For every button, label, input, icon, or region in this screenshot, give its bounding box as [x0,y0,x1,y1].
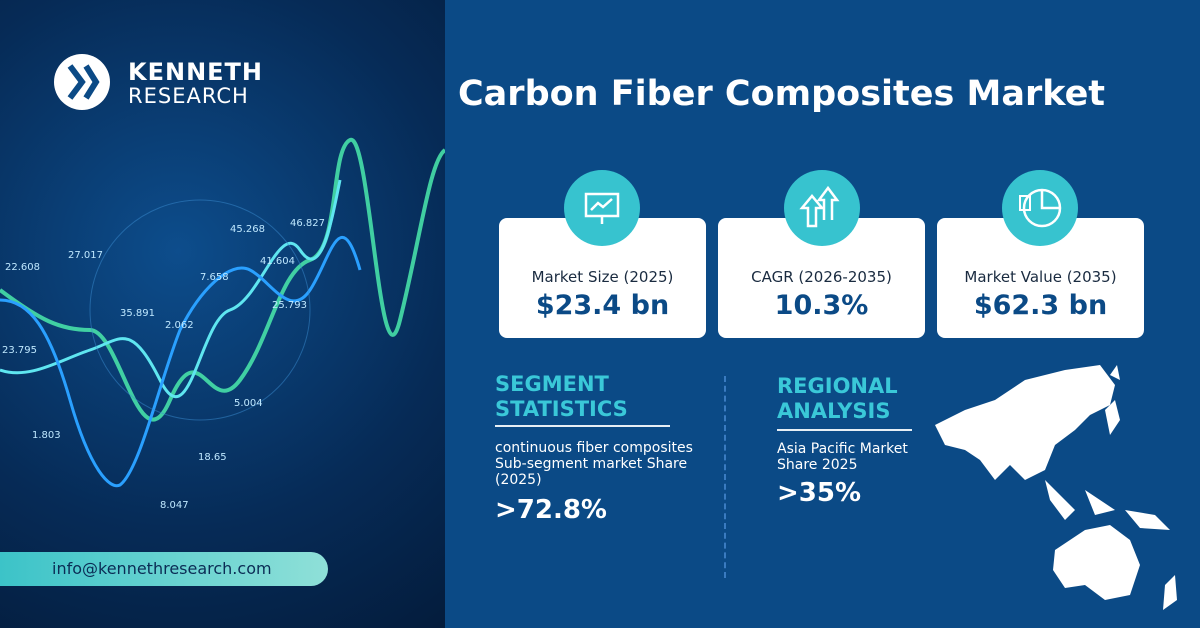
segment-description: continuous fiber composites Sub-segment … [495,440,693,488]
icon-growth [784,170,860,246]
background-label: 18.65 [198,452,227,463]
background-label: 1.803 [32,430,61,441]
icon-pie [1002,170,1078,246]
regional-heading: REGIONAL ANALYSIS [777,374,898,423]
title: Carbon Fiber Composites Market [458,74,1106,114]
stat-label: Market Size (2025) [531,268,674,286]
stat-value: $62.3 bn [973,290,1108,321]
background-label: 23.795 [2,345,37,356]
icon-presentation [564,170,640,246]
background-label: 8.047 [160,500,189,511]
stat-card: Market Value (2035) $62.3 bn [937,218,1144,338]
stat-card: Market Size (2025) $23.4 bn [499,218,706,338]
contact-email[interactable]: info@kennethresearch.com [0,552,328,586]
stat-value: 10.3% [774,290,869,321]
logo-line2: RESEARCH [128,84,249,108]
background-label: 41.604 [260,256,295,267]
regional-value: >35% [777,478,862,508]
segment-heading: SEGMENT STATISTICS [495,372,628,421]
segment-value: >72.8% [495,495,607,525]
background-label: 46.827 [290,218,325,229]
background-label: 35.891 [120,308,155,319]
background-label: 7.658 [200,272,229,283]
stat-label: CAGR (2026-2035) [751,268,892,286]
stat-value: $23.4 bn [535,290,670,321]
regional-description: Asia Pacific Market Share 2025 [777,441,908,473]
stat-label: Market Value (2035) [964,268,1117,286]
logo-mark [54,54,110,110]
background-label: 45.268 [230,224,265,235]
divider [777,429,912,431]
background-label: 25.793 [272,300,307,311]
background-label: 5.004 [234,398,263,409]
divider [495,425,670,427]
background-label: 2.062 [165,320,194,331]
separator [724,376,726,578]
decor-lines [0,138,445,488]
asia-pacific-map [935,365,1177,610]
background-panel: 7.658 25.793 46.827 45.268 41.604 5.004 18.65 8… [0,0,445,628]
logo-line1: KENNETH [128,58,264,86]
background-label: 27.017 [68,250,103,261]
background-label: 22.608 [5,262,40,273]
